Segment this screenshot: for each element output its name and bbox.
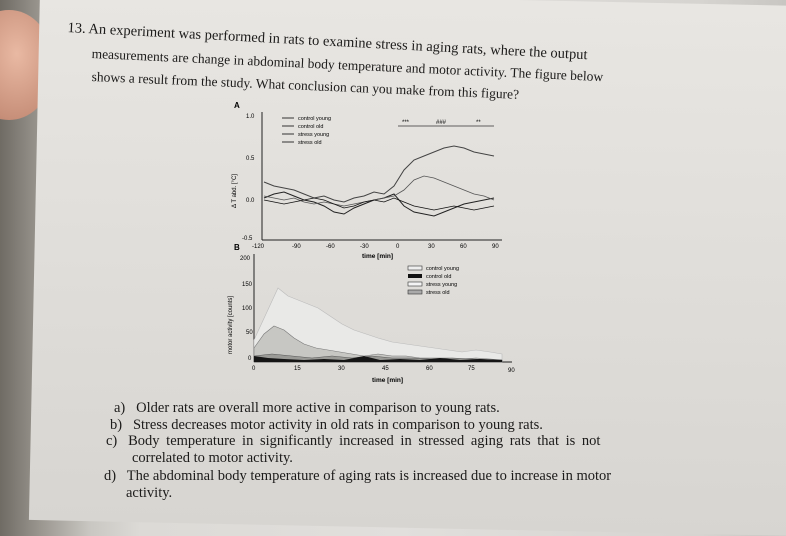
panel-b-label: B [234,244,240,252]
panel-a-legend-item: control old [298,124,323,130]
panel-a-xtick: 0 [396,244,400,250]
panel-b-ytick: 0 [248,356,252,362]
panel-a-xtick: 60 [460,244,467,250]
panel-a-trace-control-old [263,191,495,217]
panel-a-xtick: -120 [252,244,265,250]
panel-b-ytick: 150 [242,282,253,288]
answer-text: Older rats are overall more active in co… [136,400,500,416]
panel-a-xtick: -90 [292,244,301,250]
panel-b-area-control-young [253,325,503,363]
panel-b-legend-item: stress old [426,290,450,296]
panel-a-xtick: -60 [326,244,335,250]
panel-a-label: A [234,101,240,110]
answer-b[interactable]: b) Stress decreases motor activity in ol… [110,417,543,434]
panel-b-legend: control young control old stress young s… [407,265,459,296]
significance-mark: ** [476,120,481,126]
panel-a-xtick: 90 [492,244,499,250]
panel-b-xlabel: time [min] [372,377,403,384]
panel-a-ytick: 0.0 [246,198,255,204]
panel-b-xtick: 15 [294,366,301,372]
answer-text: The abdominal body temperature of aging … [126,468,612,484]
panel-a-ytick: 0.5 [246,156,255,162]
panel-a-xtick: -30 [360,244,369,250]
panel-b-area-control-old [254,356,502,362]
answer-d-cont: activity. [126,485,172,502]
significance-mark: *** [402,120,410,126]
panel-a-legend-item: control young [298,116,331,122]
panel-a-legend: control young control old stress young s… [282,116,331,146]
panel-a-ytick: -0.5 [242,236,253,242]
panel-b-legend-item: stress young [426,282,457,288]
panel-a-xtick: 30 [428,244,435,250]
answer-text: Body temperature in significantly increa… [128,433,601,449]
panel-b-legend-item: control young [426,266,459,272]
panel-a-chart: A 1.0 0.5 0.0 -0.5 Δ T abd. [°C] -120 -9… [232,101,502,260]
answer-letter: b) [110,417,123,433]
panel-a-trace-stress-young [263,175,495,207]
answer-c[interactable]: c) Body temperature in significantly inc… [106,433,600,450]
answer-d[interactable]: d) The abdominal body temperature of agi… [104,468,611,485]
panel-b-ytick: 50 [246,330,253,336]
panel-b-legend-item: control old [426,274,451,280]
significance-mark: ### [436,120,447,126]
answer-letter: d) [104,468,117,484]
answer-text: correlated to motor activity. [132,450,293,466]
answer-letter: c) [106,433,118,449]
panel-b-xtick: 45 [382,366,389,372]
panel-b-area-stress-young [253,287,503,363]
answer-text: activity. [126,485,173,501]
panel-b-ytick: 100 [242,306,253,312]
panel-a-ylabel: Δ T abd. [°C] [232,174,238,208]
panel-b-ylabel: motor activity [counts] [228,296,234,354]
panel-b-chart: B 200 150 100 50 0 motor activity [count… [228,244,515,384]
panel-a-legend-item: stress young [298,132,329,138]
answer-a[interactable]: a) Older rats are overall more active in… [114,400,500,417]
panel-b-xtick: 0 [252,366,256,372]
panel-b-xtick: 75 [468,366,475,372]
panel-b-xtick: 60 [426,366,433,372]
panel-b-xtick: 90 [508,368,515,374]
answer-c-cont: correlated to motor activity. [132,450,293,467]
panel-b-ytick: 200 [240,256,251,262]
answer-letter: a) [114,400,126,416]
panel-a-xlabel: time [min] [362,253,393,260]
answer-text: Stress decreases motor activity in old r… [132,417,543,433]
panel-a-trace-control-young [263,145,495,203]
panel-a-ytick: 1.0 [246,114,255,120]
question-number: 13. [67,20,87,37]
panel-a-trace-stress-old [263,197,495,211]
panel-a-legend-item: stress old [298,140,322,146]
panel-b-xtick: 30 [338,366,345,372]
